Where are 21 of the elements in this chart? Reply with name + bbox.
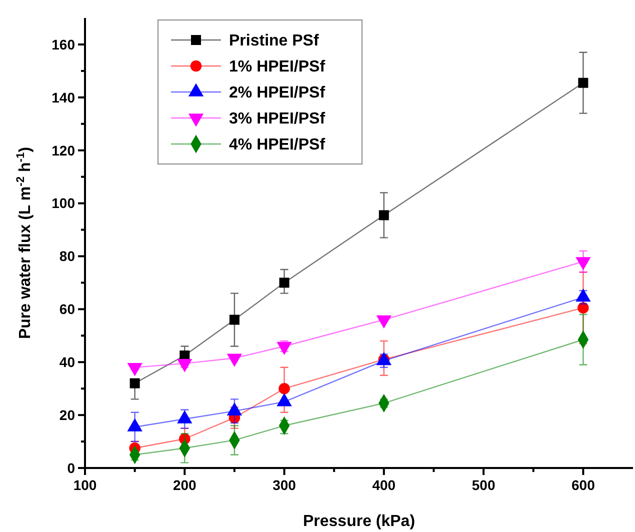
y-tick-label: 0 — [67, 460, 76, 476]
x-axis-title: Pressure (kPa) — [302, 513, 416, 530]
legend-label: Pristine PSf — [229, 32, 320, 50]
y-tick-label: 160 — [52, 36, 76, 52]
x-tick-label: 500 — [472, 477, 496, 493]
legend-label: 4% HPEI/PSf — [229, 136, 326, 154]
y-tick-label: 20 — [59, 406, 76, 423]
y-tick-label: 100 — [52, 195, 76, 212]
y-tick-label: 120 — [52, 142, 76, 158]
x-tick-label: 400 — [372, 477, 396, 493]
legend-label: 2% HPEI/PSf — [229, 84, 326, 102]
y-tick-label: 60 — [59, 301, 76, 318]
x-tick-label: 200 — [172, 477, 197, 493]
y-tick-label: 140 — [52, 89, 76, 106]
x-tick-label: 600 — [572, 477, 596, 493]
x-tick-label: 300 — [272, 477, 296, 493]
legend-label: 3% HPEI/PSf — [229, 110, 326, 128]
y-tick-label: 40 — [59, 354, 76, 370]
legend-label: 1% HPEI/PSf — [229, 58, 326, 76]
y-tick-label: 80 — [59, 248, 76, 264]
x-tick-label: 100 — [73, 477, 97, 493]
